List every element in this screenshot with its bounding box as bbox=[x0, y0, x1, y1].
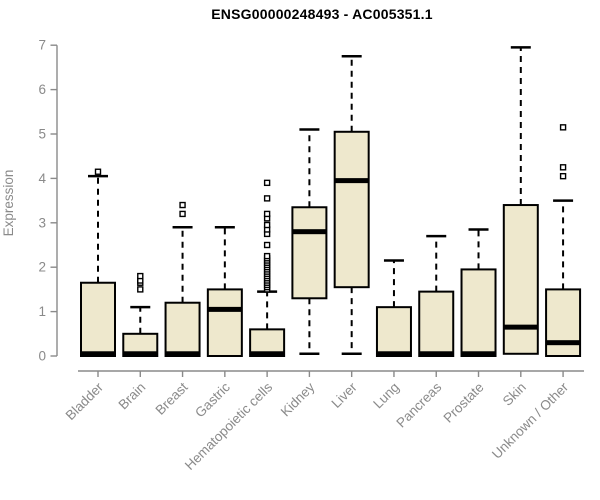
x-tick-label-bladder: Bladder bbox=[63, 379, 107, 423]
chart-title: ENSG00000248493 - AC005351.1 bbox=[211, 6, 432, 22]
box-rect bbox=[418, 290, 455, 357]
x-tick-label-liver: Liver bbox=[329, 379, 361, 411]
x-tick-label-breast: Breast bbox=[152, 379, 190, 417]
box-group-bladder bbox=[80, 168, 116, 357]
outlier-point bbox=[263, 241, 271, 249]
outlier-point bbox=[559, 124, 567, 131]
y-tick-label: 1 bbox=[38, 304, 46, 319]
box-rect bbox=[206, 288, 243, 357]
median-line bbox=[165, 351, 200, 357]
outlier-point bbox=[263, 221, 271, 229]
box-group-brain bbox=[122, 272, 159, 357]
box-group-hematopoietic-cells bbox=[249, 179, 286, 357]
outlier-point bbox=[559, 172, 567, 180]
outlier-point bbox=[179, 201, 186, 209]
outlier-point bbox=[137, 272, 144, 280]
outlier-point bbox=[559, 164, 567, 171]
box-group-liver bbox=[333, 55, 370, 356]
median-line bbox=[461, 351, 496, 357]
box-rect bbox=[502, 204, 539, 355]
box-rect bbox=[80, 281, 116, 357]
median-line bbox=[376, 351, 411, 357]
outlier-point bbox=[263, 252, 271, 260]
median-line bbox=[419, 351, 454, 357]
x-tick-label-gastric: Gastric bbox=[192, 379, 233, 420]
box-group-lung bbox=[375, 259, 412, 358]
y-tick-label: 3 bbox=[38, 215, 46, 230]
median-line bbox=[503, 324, 538, 330]
x-tick-label-pancreas: Pancreas bbox=[393, 379, 444, 430]
box-rect bbox=[291, 206, 328, 300]
outlier-point bbox=[94, 168, 102, 175]
median-line bbox=[546, 340, 581, 346]
y-tick-label: 6 bbox=[38, 82, 46, 97]
box-group-breast bbox=[164, 201, 201, 357]
box-group-gastric bbox=[206, 225, 243, 357]
x-tick-label-skin: Skin bbox=[500, 380, 529, 409]
outlier-point bbox=[263, 210, 271, 218]
box-group-prostate bbox=[460, 228, 497, 358]
y-tick-label: 7 bbox=[38, 38, 46, 53]
y-tick-label: 4 bbox=[38, 171, 46, 186]
outlier-point bbox=[137, 286, 144, 293]
box-group-pancreas bbox=[418, 234, 455, 357]
box-rect bbox=[460, 268, 497, 358]
x-tick-label-prostate: Prostate bbox=[440, 380, 486, 426]
median-line bbox=[250, 351, 285, 357]
outlier-point bbox=[179, 210, 186, 218]
box-group-skin bbox=[502, 46, 539, 355]
x-tick-label-kidney: Kidney bbox=[278, 379, 318, 419]
box-rect bbox=[545, 288, 582, 357]
x-tick-label-lung: Lung bbox=[370, 380, 402, 412]
x-tick-label-brain: Brain bbox=[116, 380, 149, 413]
outlier-point bbox=[263, 179, 271, 187]
median-line bbox=[123, 351, 158, 357]
median-line bbox=[334, 178, 369, 184]
x-tick-label-unknown-other: Unknown / Other bbox=[489, 379, 572, 462]
y-axis-title: Expression bbox=[1, 170, 16, 237]
outlier-point bbox=[263, 195, 271, 202]
median-line bbox=[292, 229, 327, 235]
median-line bbox=[207, 306, 242, 312]
y-tick-label: 2 bbox=[38, 260, 46, 275]
y-tick-label: 0 bbox=[38, 349, 46, 364]
y-tick-label: 5 bbox=[38, 127, 46, 142]
box-rect bbox=[375, 306, 412, 358]
box-rect bbox=[333, 130, 370, 289]
box-rect bbox=[164, 301, 201, 357]
median-line bbox=[81, 351, 115, 357]
box-group-kidney bbox=[291, 128, 328, 356]
box-group-unknown-other bbox=[545, 124, 582, 357]
